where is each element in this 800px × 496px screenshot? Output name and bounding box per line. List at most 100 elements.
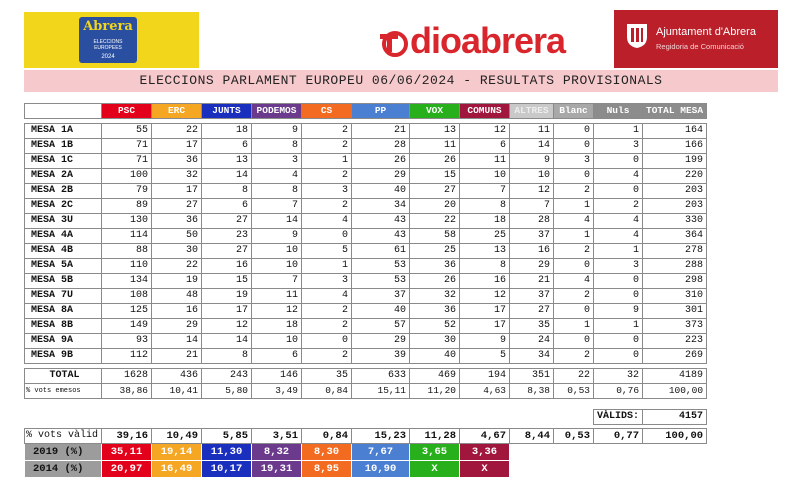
cell-blanc: 0 <box>553 168 595 184</box>
header: Abrera ELECCIONS EUROPEES 2024 dioabrera… <box>0 0 800 70</box>
cell-vox: 11,20 <box>409 383 461 399</box>
header-corner <box>23 103 103 119</box>
row-label: MESA 2A <box>23 168 103 184</box>
cell-junts: 243 <box>201 368 253 384</box>
cell-comuns: 13 <box>459 243 511 259</box>
cell-comuns: 17 <box>459 318 511 334</box>
cell-nuls: 0 <box>593 333 644 349</box>
cell-blanc: 3 <box>553 153 595 169</box>
cell-pp: 43 <box>351 213 411 229</box>
cell-altres: 35 <box>509 318 555 334</box>
cell-podemos: 18 <box>251 318 303 334</box>
cell-altres: 351 <box>509 368 555 384</box>
history-row: 2014 (%) 20,97 16,49 10,17 19,31 8,95 10,90 X X <box>23 460 707 478</box>
cell-junts: 23 <box>201 228 253 244</box>
cell-erc: 27 <box>151 198 203 214</box>
spacer-row <box>25 399 707 410</box>
cell-podemos: 3,49 <box>251 383 303 399</box>
mesa-row: MESA 2A 100 32 14 4 2 29 15 10 10 0 4 220 <box>23 168 708 184</box>
cell-psc: 71 <box>101 138 153 154</box>
mesa-row: MESA 4A 114 50 23 9 0 43 58 25 37 1 4 364 <box>23 228 708 244</box>
cell-cs: 0 <box>301 333 353 349</box>
row-label: TOTAL <box>23 368 103 384</box>
cell-erc: 22 <box>151 123 203 139</box>
cell-podemos: 146 <box>251 368 303 384</box>
cell-podemos: 3 <box>251 153 303 169</box>
cell-nuls: 0 <box>593 273 644 289</box>
cell-blanc: 0 <box>553 123 595 139</box>
cell-nuls: 9 <box>593 303 644 319</box>
cell-altres: 16 <box>509 243 555 259</box>
cell-total: 203 <box>642 183 708 199</box>
history-spacer <box>509 443 707 461</box>
cell-erc: 17 <box>151 183 203 199</box>
cell-blanc: 0 <box>553 258 595 274</box>
cell-podemos: 9 <box>251 228 303 244</box>
cell-pp: 43 <box>351 228 411 244</box>
cell-pp: 40 <box>351 183 411 199</box>
cell-cs: 2 <box>301 168 353 184</box>
cell-pp: 21 <box>351 123 411 139</box>
cell-vox: 26 <box>409 153 461 169</box>
cell-altres: 29 <box>509 258 555 274</box>
cell-psc: 130 <box>101 213 153 229</box>
row-label: MESA 8B <box>23 318 103 334</box>
cell-vox: 26 <box>409 273 461 289</box>
cell-psc: 71 <box>101 153 153 169</box>
cell-cs: 2 <box>301 198 353 214</box>
ajuntament-logo: Ajuntament d'Abrera Regidoria de Comunic… <box>614 10 778 68</box>
party-header-blanc: Blanc <box>553 103 595 119</box>
cell-altres: 12 <box>509 183 555 199</box>
row-label: % vots vàlid <box>23 428 103 444</box>
cell-vox: 40 <box>409 348 461 364</box>
cell-erc: 48 <box>151 288 203 304</box>
history-cell-podemos: 19,31 <box>251 460 303 478</box>
cell-blanc: 0,53 <box>553 383 595 399</box>
cell-nuls: 2 <box>593 198 644 214</box>
mesa-row: MESA 5A 110 22 16 10 1 53 36 8 29 0 3 288 <box>23 258 708 274</box>
cell-podemos: 11 <box>251 288 303 304</box>
party-header-altres: ALTRES <box>509 103 555 119</box>
cell-junts: 27 <box>201 213 253 229</box>
cell-altres: 21 <box>509 273 555 289</box>
mesa-row: MESA 8B 149 29 12 18 2 57 52 17 35 1 1 373 <box>23 318 708 334</box>
cell-comuns: 8 <box>459 198 511 214</box>
cell-vox: 25 <box>409 243 461 259</box>
cell-total: 203 <box>642 198 708 214</box>
party-header-row: PSC ERC JUNTS PODEMOS CS PP VOX COMUNS ALTRES Bla… <box>23 103 708 119</box>
cell-nuls: 4 <box>593 168 644 184</box>
cell-erc: 32 <box>151 168 203 184</box>
cell-junts: 15 <box>201 273 253 289</box>
cell-psc: 134 <box>101 273 153 289</box>
spacer <box>25 399 707 410</box>
cell-altres: 34 <box>509 348 555 364</box>
cell-junts: 27 <box>201 243 253 259</box>
cell-erc: 29 <box>151 318 203 334</box>
row-label: MESA 5B <box>23 273 103 289</box>
party-header-vox: VOX <box>409 103 461 119</box>
cell-blanc: 2 <box>553 243 595 259</box>
history-cell-comuns: 3,36 <box>459 443 511 461</box>
page-title: ELECCIONS PARLAMENT EUROPEU 06/06/2024 -… <box>24 70 778 92</box>
cell-nuls: 1 <box>593 123 644 139</box>
row-label: MESA 2C <box>23 198 103 214</box>
cell-cs: 2 <box>301 138 353 154</box>
party-header-total: TOTAL MESA <box>642 103 708 119</box>
mesa-row: MESA 4B 88 30 27 10 5 61 25 13 16 2 1 278 <box>23 243 708 259</box>
cell-podemos: 4 <box>251 168 303 184</box>
party-header-junts: JUNTS <box>201 103 253 119</box>
cell-junts: 14 <box>201 168 253 184</box>
mesa-row: MESA 1B 71 17 6 8 2 28 11 6 14 0 3 166 <box>23 138 708 154</box>
cell-junts: 6 <box>201 138 253 154</box>
row-label: MESA 8A <box>23 303 103 319</box>
cell-junts: 6 <box>201 198 253 214</box>
ballot-box-icon: Abrera ELECCIONS EUROPEES 2024 <box>79 17 137 63</box>
coat-of-arms-icon <box>627 24 647 48</box>
cell-cs: 2 <box>301 123 353 139</box>
cell-altres: 24 <box>509 333 555 349</box>
cell-pp: 40 <box>351 303 411 319</box>
cell-pp: 15,11 <box>351 383 411 399</box>
history-cell-cs: 8,95 <box>301 460 353 478</box>
history-label: 2019 (%) <box>23 443 103 461</box>
cell-psc: 38,86 <box>101 383 153 399</box>
